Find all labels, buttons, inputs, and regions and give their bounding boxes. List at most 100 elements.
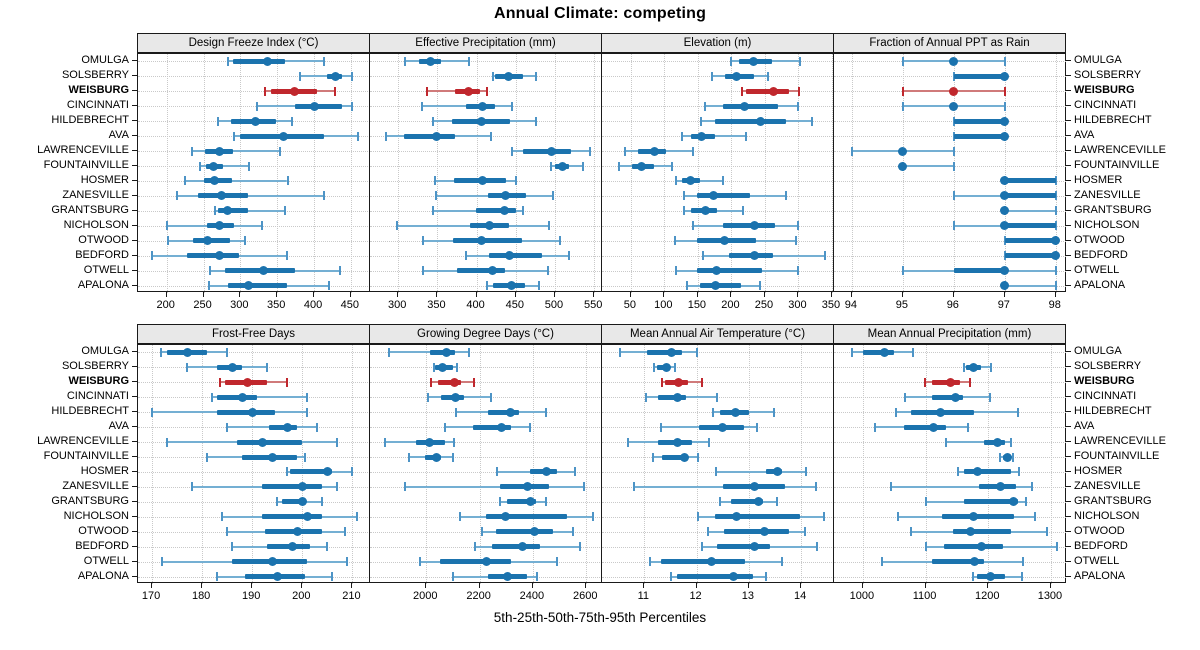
median-dot [209,161,219,171]
horizontal-gridline [602,442,834,444]
median-dot [1000,206,1010,216]
vertical-gridline [644,345,646,584]
row-label-left-fountainville: FOUNTAINVILLE [43,159,129,172]
whisker-cap-95th [741,206,744,216]
median-dot [290,86,300,96]
vertical-gridline [748,345,750,584]
median-dot [210,176,220,186]
whisker-cap-95th [261,221,264,231]
median-dot [216,191,226,201]
row-label-right-lawrenceville: LAWRENCEVILLE [1074,435,1166,448]
median-dot [278,131,288,141]
vertical-gridline [630,54,632,293]
x-axis-tick [553,292,555,297]
iqr-bar-25th-75th [661,454,688,460]
median-dot [731,71,741,81]
vertical-gridline [152,345,154,584]
row-label-left-ava: AVA [108,420,129,433]
x-axis-tick [952,292,954,297]
iqr-bar-25th-75th [1004,223,1056,229]
row-label-right-cincinnati: CINCINNATI [1074,390,1137,403]
row-label-left-lawrenceville: LAWRENCEVILLE [37,435,129,448]
horizontal-gridline [370,442,602,444]
whisker-5th-95th [389,351,470,354]
whisker-cap-5th [619,347,622,357]
x-tick-label: 200 [721,299,740,311]
median-dot [501,191,511,201]
x-tick-label: 170 [141,590,161,602]
row-label-left-apalona: APALONA [77,278,129,291]
row-label-right-weisburg: WEISBURG [1074,375,1135,388]
row-label-left-otwell: OTWELL [83,554,129,567]
iqr-bar-25th-75th [1004,193,1056,199]
median-dot [250,116,260,126]
iqr-bar-25th-75th [714,118,786,124]
row-label-left-zanesville: ZANESVILLE [62,188,129,201]
row-label-right-apalona: APALONA [1074,569,1126,582]
category-tick [1066,269,1071,271]
whisker-cap-5th [711,407,714,417]
whisker-cap-95th [804,527,807,537]
iqr-bar-25th-75th [262,484,323,490]
iqr-bar-25th-75th [661,559,745,565]
category-tick [1066,179,1071,181]
x-axis-tick [397,292,399,297]
whisker-5th-95th [891,485,1033,488]
row-label-right-apalona: APALONA [1074,278,1126,291]
median-dot [202,236,212,246]
median-dot [263,56,273,66]
whisker-cap-95th [797,101,800,111]
median-dot [712,266,722,276]
whisker-cap-95th [559,236,562,246]
whisker-cap-5th [226,527,229,537]
median-dot [755,116,765,126]
iqr-bar-25th-75th [489,253,543,259]
whisker-cap-95th [1054,281,1057,291]
category-tick [1066,500,1071,502]
median-dot [929,422,939,432]
whisker-cap-95th [538,281,541,291]
whisker-cap-5th [407,452,410,462]
iqr-bar-25th-75th [647,349,683,355]
median-dot [679,452,689,462]
x-axis-tick [514,292,516,297]
x-tick-label: 450 [340,299,360,311]
whisker-5th-95th [1004,284,1056,287]
whisker-cap-95th [816,542,819,552]
category-tick [132,530,137,532]
x-axis-tick [313,292,315,297]
category-tick [1066,224,1071,226]
row-label-right-hildebrecht: HILDEBRECHT [1074,114,1152,127]
whisker-cap-5th [217,116,220,126]
whisker-5th-95th [300,75,352,78]
panel-design-freeze-index-c [137,53,370,293]
whisker-cap-95th [814,482,817,492]
vertical-gridline [798,54,800,293]
category-tick [132,381,137,383]
x-tick-label: 350 [427,299,446,311]
horizontal-gridline [370,471,602,473]
vertical-gridline [240,54,242,293]
median-dot [496,422,506,432]
iqr-bar-25th-75th [282,499,305,505]
median-dot [541,467,551,477]
x-tick-label: 95 [895,299,908,311]
whisker-cap-95th [823,251,826,261]
whisker-cap-5th [910,527,913,537]
horizontal-gridline [138,166,370,168]
whisker-cap-95th [773,407,776,417]
whisker-cap-5th [286,467,289,477]
iqr-bar-25th-75th [475,208,516,214]
whisker-cap-5th [431,116,434,126]
median-dot [686,176,695,186]
whisker-5th-95th [946,441,1012,444]
iqr-bar-25th-75th [262,514,323,520]
category-tick [132,179,137,181]
median-dot [740,101,750,111]
iqr-bar-25th-75th [677,574,753,580]
whisker-cap-95th [350,101,353,111]
median-dot [259,266,269,276]
row-label-left-bedford: BEDFORD [75,539,129,552]
whisker-cap-95th [316,422,319,432]
whisker-cap-5th [190,146,193,156]
